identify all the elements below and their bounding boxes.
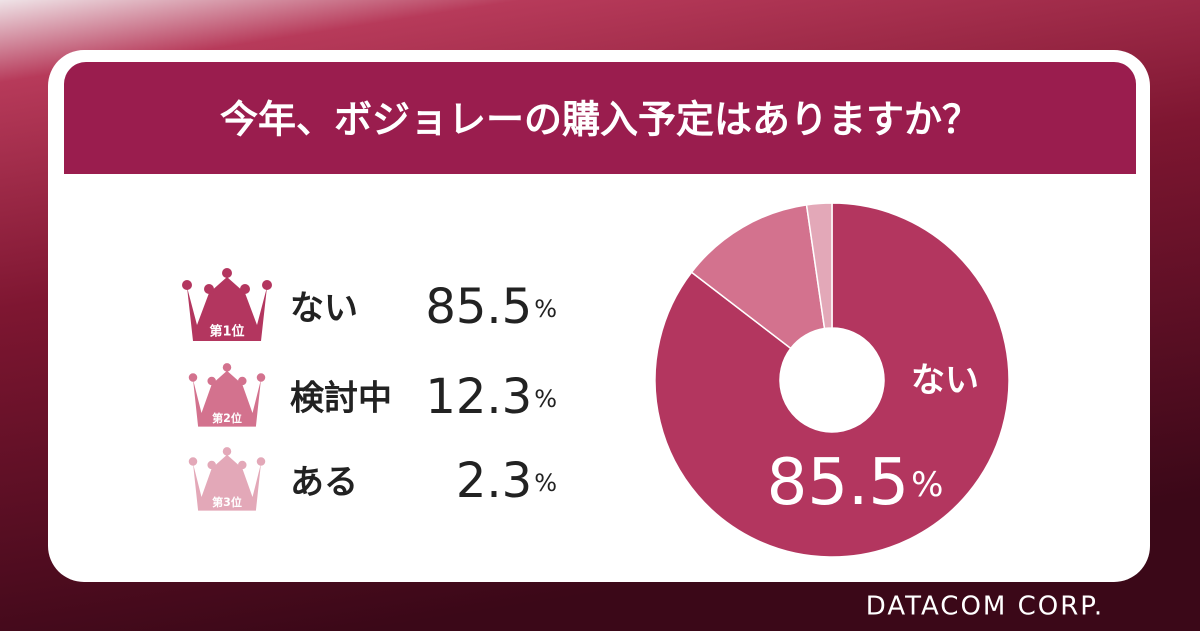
donut-slice bbox=[690, 203, 826, 350]
crown-jewel bbox=[256, 373, 266, 382]
crown-jewel bbox=[207, 460, 216, 470]
brand: DATACOM CORP. bbox=[866, 592, 1104, 622]
crown-jewel bbox=[262, 280, 272, 290]
legend: 第1位 ない 85.5% 第2位 検討中 12.3% 第3位 ある 2.3% bbox=[182, 268, 557, 511]
crown: 第1位 bbox=[182, 268, 272, 341]
unit: % bbox=[534, 385, 557, 413]
title-band-bottom bbox=[64, 130, 1136, 174]
donut-slice bbox=[805, 202, 833, 330]
unit: % bbox=[534, 295, 557, 323]
crown-jewel bbox=[204, 284, 214, 294]
crown: 第3位 bbox=[188, 447, 266, 511]
legend-label: ない bbox=[290, 289, 358, 329]
crown-jewel bbox=[238, 460, 247, 470]
value: 85.5 bbox=[767, 446, 910, 520]
crown-jewel bbox=[222, 447, 232, 456]
center-category: ない bbox=[911, 361, 979, 401]
legend-value: 2.3% bbox=[456, 453, 557, 509]
donut: ない 85.5% bbox=[654, 202, 1010, 558]
crown-jewel bbox=[188, 457, 198, 466]
legend-label: 検討中 bbox=[290, 379, 392, 419]
crown: 第2位 bbox=[188, 363, 266, 427]
crown-jewel bbox=[207, 376, 216, 386]
legend-label: ある bbox=[290, 463, 358, 503]
crown-body bbox=[187, 277, 267, 341]
rank-label: 第2位 bbox=[212, 411, 242, 425]
value: 2.3 bbox=[456, 453, 532, 509]
crown-jewel bbox=[222, 268, 232, 278]
crown-jewel bbox=[182, 280, 192, 290]
crown-jewel bbox=[240, 284, 250, 294]
crown-jewel bbox=[238, 376, 247, 386]
crown-body bbox=[193, 454, 261, 511]
chart-title: 今年、ボジョレーの購入予定はありますか？ bbox=[220, 98, 980, 142]
unit: % bbox=[911, 465, 943, 505]
rank-label: 第1位 bbox=[209, 324, 244, 340]
center-value: 85.5% bbox=[767, 446, 944, 520]
unit: % bbox=[534, 469, 557, 497]
value: 12.3 bbox=[425, 369, 532, 425]
crown-body bbox=[193, 370, 261, 427]
legend-value: 85.5% bbox=[425, 279, 557, 335]
legend-value: 12.3% bbox=[425, 369, 557, 425]
crown-jewel bbox=[188, 373, 198, 382]
rank-label: 第3位 bbox=[212, 495, 242, 509]
value: 85.5 bbox=[425, 279, 532, 335]
crown-jewel bbox=[256, 457, 266, 466]
crown-jewel bbox=[222, 363, 232, 372]
donut-slice bbox=[654, 202, 1010, 558]
